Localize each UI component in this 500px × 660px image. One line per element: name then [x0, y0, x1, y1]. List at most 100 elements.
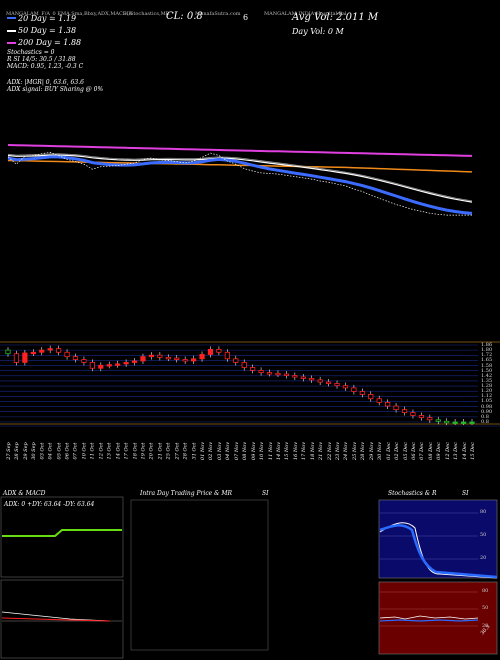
candle-body	[123, 362, 129, 365]
price-axis-label: 1.42	[481, 372, 493, 379]
candle-body	[174, 357, 180, 360]
date-label: 13 Oct	[106, 442, 113, 460]
stoch-tick-80: 80	[480, 509, 487, 515]
price-axis-label: 1.50	[481, 367, 493, 374]
candle-body	[325, 381, 332, 384]
candle-body	[47, 348, 53, 351]
candle-body	[342, 385, 349, 389]
price-axis-label: 1.72	[481, 352, 493, 359]
price-axis-label: 1.58	[481, 362, 493, 369]
date-label: 01 Nov	[200, 441, 207, 461]
ema20-line	[7, 155, 473, 215]
intra-panel-suffix: SI	[262, 490, 269, 497]
candle-body	[283, 373, 290, 376]
price-axis-label: 0.8	[481, 419, 489, 425]
date-label: 28 Sep	[14, 442, 21, 460]
ema200-line	[7, 144, 473, 157]
stoch-panel-title: Stochastics & R	[388, 490, 437, 497]
price-axis-label: 1.35	[481, 377, 493, 384]
date-label: 07 Nov	[233, 441, 240, 461]
date-label: 15 Dec	[469, 442, 476, 460]
candle-body	[393, 405, 399, 411]
date-label: 13 Dec	[452, 442, 459, 460]
date-label: 17 Nov	[301, 441, 308, 461]
date-label: 15 Nov	[284, 441, 291, 461]
stoch-tick-20: 20	[480, 555, 487, 561]
price-axis-label: 0.8	[481, 413, 489, 420]
candle-body	[469, 421, 475, 424]
rsi-line: R SI 14/5: 30.5 / 31.88	[7, 56, 76, 63]
date-label: 07 Oct	[72, 442, 79, 460]
date-label: 12 Oct	[98, 442, 105, 460]
candle-body	[199, 354, 205, 360]
candle-body	[300, 376, 306, 379]
candle-body	[452, 421, 458, 424]
adx-values: ADX: 0 +DY: 63.64 -DY: 63.64	[4, 501, 95, 508]
ema50-line	[7, 154, 473, 203]
candle-body	[250, 367, 256, 371]
date-label: 27 Sep	[5, 442, 12, 460]
ema200-label: 200 Day = 1.88	[18, 38, 82, 47]
stochastics-line: Stochastics = 0	[7, 49, 55, 56]
date-label: 25 Oct	[165, 442, 172, 460]
candle-body	[224, 351, 230, 360]
date-label: 18 Oct	[131, 442, 138, 460]
date-label: 01 Dec	[385, 442, 392, 460]
candle-body	[410, 412, 416, 416]
date-label: 14 Nov	[276, 441, 283, 461]
ema50-swatch	[7, 30, 16, 32]
date-label: 02 Nov	[208, 441, 215, 461]
candle-body	[98, 364, 104, 369]
adx-line	[2, 529, 122, 537]
macd-signal-line	[1, 617, 111, 622]
date-label: 20 Oct	[148, 442, 155, 460]
candle-body	[435, 419, 441, 422]
price-axis-label: 1.86	[481, 342, 493, 348]
date-label: 05 Dec	[402, 442, 409, 460]
stoch-k-line	[379, 524, 498, 579]
date-label: 03 Nov	[216, 441, 223, 461]
price-axis-label: 1.20	[481, 388, 493, 395]
candle-body	[418, 415, 424, 419]
candle-body	[460, 421, 467, 424]
date-label: 31 Oct	[191, 442, 198, 460]
candle-body	[190, 358, 197, 362]
date-label: 10 Oct	[81, 442, 88, 460]
candle-body	[81, 359, 87, 363]
date-label: 12 Dec	[444, 442, 451, 460]
date-label: 02 Dec	[393, 442, 400, 460]
candle-body	[351, 387, 357, 392]
mrsi-line	[379, 619, 479, 622]
stoch-panel-suffix: SI	[462, 490, 469, 497]
date-label: 24 Nov	[343, 441, 350, 461]
candle-body	[401, 409, 408, 413]
date-label: 06 Oct	[64, 442, 71, 460]
candle-body	[376, 398, 382, 403]
candle-body	[334, 383, 340, 387]
candle-body	[182, 359, 188, 362]
candle-body	[444, 420, 450, 424]
date-label: 30 Sep	[31, 442, 38, 460]
candle-body	[385, 401, 391, 407]
day-vol: Day Vol: 0 M	[292, 27, 344, 36]
price-axis-label: 1.80	[481, 347, 493, 354]
date-label: 29 Nov	[368, 441, 375, 461]
price-axis-label: 1.12	[481, 393, 493, 400]
date-label: 28 Nov	[360, 441, 367, 461]
intra-panel-title: Intra Day Trading Price & MR	[140, 490, 233, 497]
adx-line-1: ADX: |MGR| 0, 63.6, 63.6	[7, 79, 84, 86]
candle-body	[241, 362, 247, 368]
candle-body	[5, 349, 11, 355]
date-label: 29 Sep	[22, 442, 29, 460]
candle-body	[207, 348, 214, 355]
price-axis-label: 0.98	[481, 403, 493, 410]
rsi-tick-80: 80	[482, 588, 489, 594]
date-label: 23 Nov	[335, 441, 342, 461]
candle-body	[233, 358, 239, 363]
candle-body	[131, 360, 138, 363]
candle-body	[216, 348, 222, 353]
ema200-swatch	[7, 42, 16, 44]
candle-body	[106, 364, 112, 367]
candle-body	[89, 362, 95, 369]
